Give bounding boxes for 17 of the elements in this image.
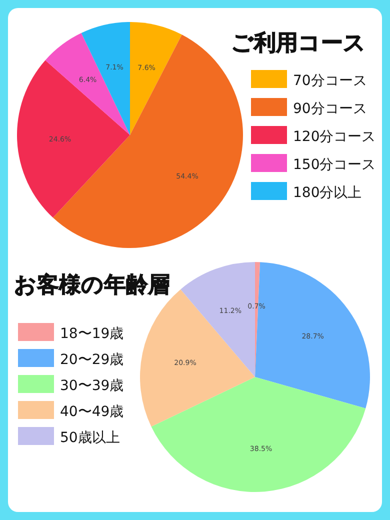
legend-label: 40〜49歳 xyxy=(60,404,124,420)
legend-label: 50歳以上 xyxy=(60,430,120,446)
pie-slice xyxy=(45,33,130,135)
text: お客様の年齢層 xyxy=(14,272,170,298)
chart-title: ご利用コース xyxy=(231,31,366,56)
legend-label: 180分以上 xyxy=(293,185,362,201)
pie-slice xyxy=(151,377,366,492)
pie-slice xyxy=(81,22,130,135)
legend-label: 70分コース xyxy=(293,73,367,89)
legend-label: 30〜39歳 xyxy=(60,378,124,394)
legend-label: 150分コース xyxy=(293,157,376,173)
pie-slice xyxy=(17,60,130,218)
legend-label: 20〜29歳 xyxy=(60,352,124,368)
legend-label: 18〜19歳 xyxy=(60,326,124,342)
legend-label: 120分コース xyxy=(293,129,376,145)
legend-label: 90分コース xyxy=(293,101,367,117)
pie-slice xyxy=(130,22,182,135)
